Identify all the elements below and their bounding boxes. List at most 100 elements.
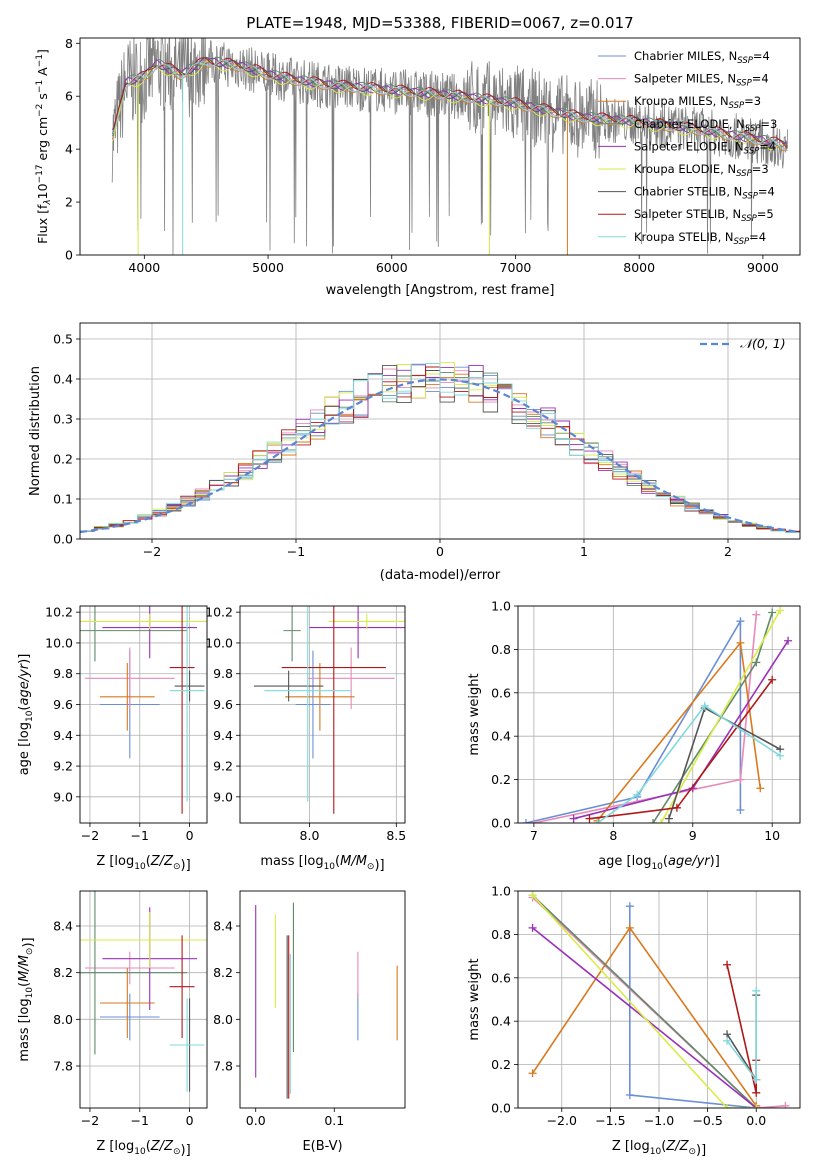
y-tick-label: 0.6 (491, 685, 511, 700)
axes-frame (239, 605, 406, 824)
y-tick-label: 9.8 (213, 666, 233, 681)
weight-marker (585, 814, 594, 823)
errorbar-point (307, 647, 395, 710)
y-tick-label: 4 (65, 142, 73, 157)
label-part: Z [log (96, 854, 134, 869)
x-tick-label: 0.1 (324, 1113, 344, 1128)
weight-marker (664, 814, 673, 823)
errorbar-point (285, 662, 355, 731)
x-axis-label: mass [log10(M/M⊙)] (260, 854, 384, 873)
weight-marker (736, 638, 745, 647)
legend-name: Salpeter ELODIE, N (634, 139, 744, 153)
weight-line (532, 894, 757, 1108)
weight-line (668, 706, 781, 819)
y-tick-label: 8 (65, 36, 73, 51)
weight-marker (736, 805, 745, 814)
x-tick-label: −2 (143, 544, 161, 559)
legend-name: Kroupa STELIB, N (634, 230, 734, 244)
legend-sub: SSP (741, 214, 757, 224)
legend-value: =4 (753, 49, 770, 63)
axes-frame (79, 605, 208, 824)
y-label-part: ] (35, 49, 50, 54)
y-tick-label: 10.2 (205, 605, 233, 620)
label-part: 10 (650, 1147, 662, 1157)
y-tick-label: 9.6 (213, 697, 233, 712)
y-tick-label: 7.8 (53, 1059, 73, 1074)
y-tick-label: 6 (65, 89, 73, 104)
weight-marker (625, 902, 634, 911)
x-axis-label: Z [log10(Z/Z⊙)] (96, 1139, 190, 1158)
x-tick-label: 0.0 (246, 1113, 266, 1128)
weight-marker (672, 803, 681, 812)
label-part: Z [log (612, 1139, 650, 1154)
y-tick-label: 9.2 (53, 759, 73, 774)
y-tick-label: 2 (65, 195, 73, 210)
legend-label: Salpeter MILES, NSSP=4 (634, 72, 769, 89)
axes-mass_vs_EBV: 0.0 0.1 7.8 8.0 8.2 8.4 E(B-V) (213, 890, 406, 1154)
model-line-kroupa-stelib (112, 59, 788, 151)
legend-name: Chabrier STELIB, N (634, 185, 742, 199)
weight-marker (528, 1069, 537, 1078)
label-part: M/M (340, 854, 367, 869)
weight-line (596, 640, 762, 822)
label-part: 10 (324, 862, 336, 872)
legend-label: Chabrier STELIB, NSSP=4 (634, 185, 775, 202)
errorbar-point (80, 613, 207, 630)
errorbar-point (309, 606, 405, 659)
x-axis-label: Z [log10(Z/Z⊙)] (612, 1139, 706, 1158)
y-tick-label: 0.6 (491, 970, 511, 985)
weight-line (726, 990, 757, 1083)
legend-label: Chabrier MILES, NSSP=4 (634, 49, 770, 66)
x-tick-label: 10 (764, 828, 780, 843)
x-tick-label: −2 (81, 828, 99, 843)
label-part: )] (181, 1143, 191, 1158)
weight-marker (625, 1090, 634, 1099)
legend-value: =4 (752, 72, 769, 86)
weight-marker (593, 819, 602, 823)
y-tick-label: 0.2 (491, 1057, 511, 1072)
y-label-part: −1 (35, 54, 45, 67)
label-part: ( (146, 1139, 151, 1154)
weight-marker (776, 751, 785, 760)
axes-spectrum: 4000 5000 6000 7000 8000 9000 0 2 4 6 8 Chabrier MI… (35, 36, 801, 298)
weight-marker (752, 1075, 761, 1084)
weight-marker (649, 819, 658, 823)
errorbar-point (80, 891, 188, 1055)
weight-marker (723, 960, 732, 969)
axes-weight_vs_Z: −2.0 −1.5 −1.0 −0.5 0.0 0.0 0.2 0.4 0.6 0.8 1.0 Z [… (467, 884, 801, 1158)
axes-age_vs_mass: 8.0 8.5 9.0 9.2 9.4 9.6 9.8 10.0 10.2 mass [log10… (205, 605, 406, 873)
y-tick-label: 0.3 (53, 412, 73, 427)
y-tick-label: 0.1 (53, 492, 73, 507)
legend-sub: SSP (729, 101, 745, 111)
y-tick-label: 10.2 (45, 605, 73, 620)
x-axis-label: E(B-V) (302, 1139, 342, 1154)
x-tick-label: 0 (186, 1113, 194, 1128)
errorbar-point (253, 670, 324, 702)
weight-line (596, 704, 781, 823)
label-part: Z/Z (665, 1139, 689, 1154)
errorbar-point (281, 606, 386, 814)
errorbar-point (99, 968, 155, 1038)
errorbar-point (169, 998, 205, 1092)
x-tick-label: −1.0 (644, 1113, 674, 1128)
y-tick-label: 10.0 (205, 635, 233, 650)
x-tick-label: 0 (186, 828, 194, 843)
y-tick-label: 0.2 (491, 772, 511, 787)
figure-title: PLATE=1948, MJD=53388, FIBERID=0067, z=0… (246, 14, 633, 32)
weight-marker (784, 636, 793, 645)
y-tick-label: 1.0 (491, 884, 511, 899)
weight-marker (528, 923, 537, 932)
legend-value: =3 (760, 117, 777, 131)
weight-marker (752, 986, 761, 995)
label-part: ( (146, 854, 151, 869)
label-part: age [log (598, 854, 651, 869)
label-part: )] (374, 858, 384, 873)
axes-frame (517, 605, 801, 824)
legend-value: =5 (757, 207, 774, 221)
legend-value: =3 (752, 162, 769, 176)
y-label-part: 10 (35, 183, 50, 199)
model-line-salpeter-miles (111, 60, 788, 151)
y-axis-label: Flux [fλ10−17 erg cm−2 s−1 A−1] (35, 49, 53, 244)
